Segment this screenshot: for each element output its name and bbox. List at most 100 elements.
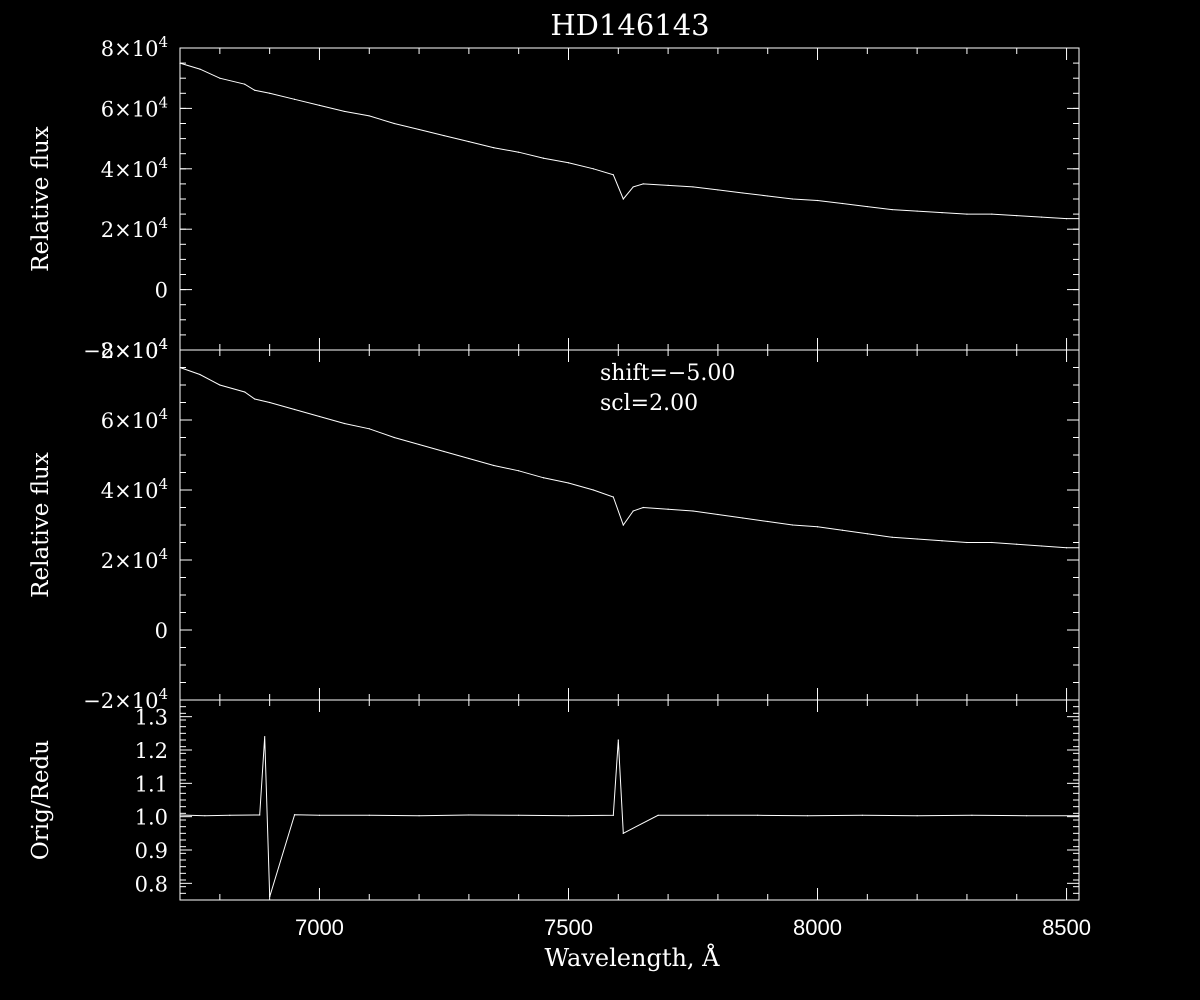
data-point [199,373,201,376]
data-point [792,198,794,200]
data-point [916,210,918,212]
y-tick-times: ×10 [114,339,158,363]
y-tick-exponent: 4 [158,214,168,232]
y-tick-mantissa: 1.2 [135,739,168,763]
spectrum-line [179,736,1079,897]
data-point [567,815,570,817]
data-point [368,115,370,117]
y-tick-times: ×10 [114,339,158,363]
data-point [966,213,968,215]
data-point [916,815,918,817]
data-point [199,68,201,70]
data-point [1078,547,1080,549]
y-tick-label: 0 [155,279,168,303]
x-tick-label: 8500 [1042,915,1091,940]
data-point [816,526,819,528]
data-point [742,192,744,194]
data-point [393,436,395,439]
data-point [293,814,296,816]
y-tick-mantissa: 2 [101,218,114,242]
y-tick-times: ×10 [114,158,158,182]
data-point [179,62,181,64]
data-point [468,457,470,460]
annotation: shift=−5.00 [600,361,735,386]
data-point [1065,547,1068,549]
y-tick-exponent: 4 [158,335,168,353]
y-tick-times: ×10 [114,549,158,573]
y-tick-mantissa: 8 [101,339,114,363]
data-point [219,77,221,79]
y-tick-exponent: 4 [158,685,168,703]
data-point [567,482,570,484]
data-point [667,184,669,187]
data-point [861,814,863,816]
annotation: scl=2.00 [600,391,698,416]
data-point [916,538,918,540]
data-point [612,174,614,176]
data-point [254,89,256,91]
data-point [717,189,719,191]
data-point [991,213,993,215]
data-point [592,489,594,491]
y-tick-label: 4×104 [101,154,168,182]
data-point [717,513,719,516]
data-point [767,520,769,523]
y-tick-label: 0.9 [135,839,168,863]
panel-frame [179,699,1080,901]
y-tick-times: ×10 [114,689,158,713]
data-point [941,540,943,542]
y-axis-label: Relative flux [28,452,54,598]
data-point [179,814,181,816]
y-tick-label: −2×104 [83,335,168,363]
y-tick-exponent: 4 [158,405,168,423]
y-tick-mantissa: −2 [83,689,114,713]
data-point [418,815,420,817]
data-point [468,141,470,143]
y-tick-mantissa: −2 [83,339,114,363]
data-point [757,814,759,816]
y-tick-times: ×10 [114,37,158,61]
data-point [254,398,256,400]
data-point [592,168,594,170]
y-tick-label: 0.8 [135,872,168,896]
data-point [269,401,271,404]
data-point [393,122,395,125]
data-point [493,147,495,149]
data-point [219,384,221,386]
y-tick-exponent: 4 [158,545,168,563]
data-point [841,202,844,205]
data-point [318,104,321,106]
data-point [518,470,520,472]
y-tick-label: 2×104 [101,214,168,242]
data-point [841,529,844,531]
data-point [667,508,669,510]
data-point [269,92,271,94]
y-axis-label: Relative flux [28,126,54,272]
y-tick-exponent: 4 [158,335,168,353]
data-point [632,510,634,512]
y-tick-times: ×10 [114,218,158,242]
y-tick-label: 8×104 [101,33,168,61]
chart-title: HD146143 [550,8,709,42]
y-tick-exponent: 4 [158,475,168,493]
data-point [1041,216,1043,218]
data-point [657,814,659,816]
data-point [1016,215,1018,217]
y-tick-exponent: 4 [158,154,168,172]
data-point [866,205,868,208]
data-point [612,814,614,816]
y-tick-label: 6×104 [101,93,168,121]
data-point [518,151,520,153]
data-point [1065,218,1068,220]
x-tick-label: 7500 [544,915,593,940]
y-tick-mantissa: 2 [101,549,114,573]
y-tick-times: ×10 [114,97,158,121]
y-tick-mantissa: 6 [101,409,114,433]
data-point [622,832,624,834]
x-axis-label: Wavelength, Å [544,943,720,972]
data-point [542,157,545,159]
data-point [1078,218,1080,220]
panel-frame [179,47,1080,351]
